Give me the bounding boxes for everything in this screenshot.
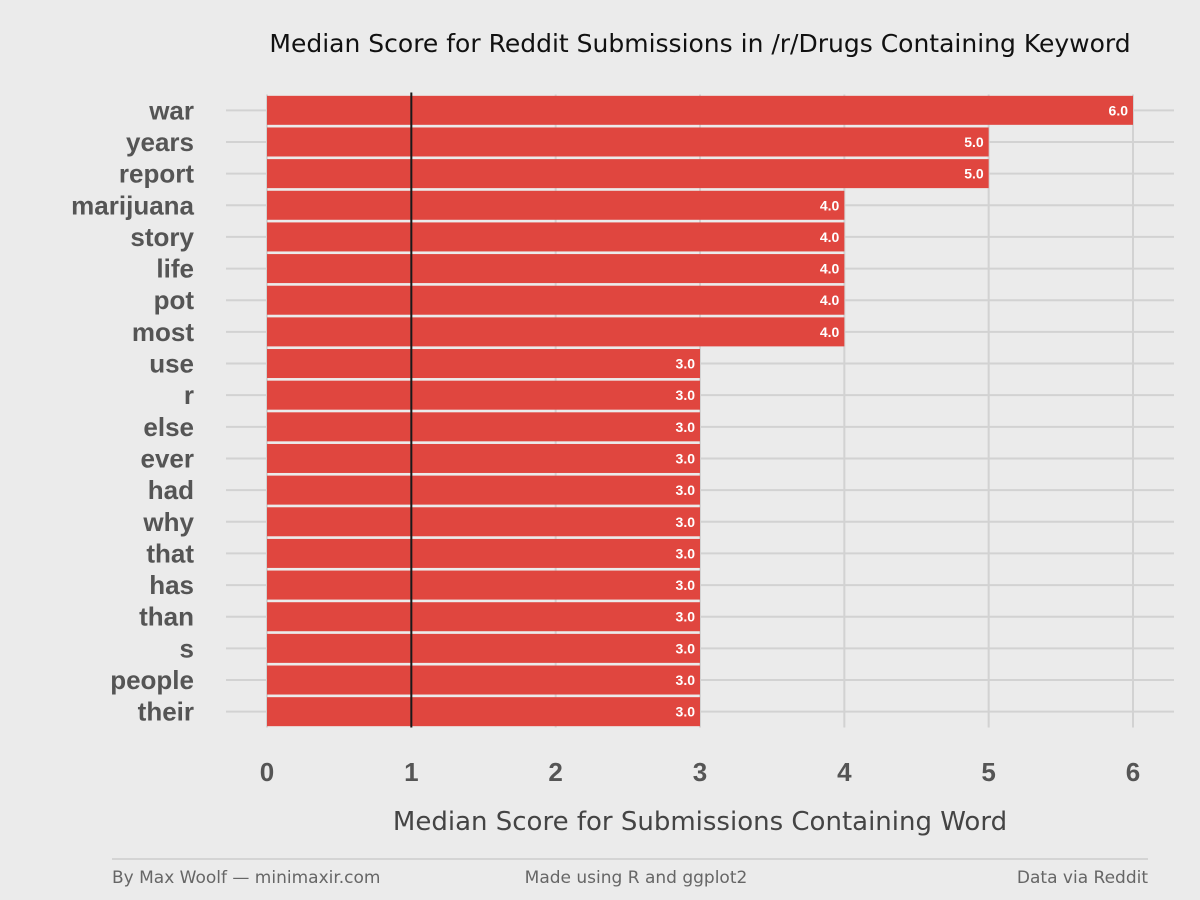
bar-that	[267, 538, 700, 568]
category-label: s	[180, 633, 194, 663]
bar-value-label: 5.0	[964, 166, 984, 182]
category-label: marijuana	[71, 190, 194, 220]
bar-than	[267, 602, 700, 632]
category-label: people	[110, 665, 194, 695]
bar-value-label: 3.0	[676, 640, 696, 656]
x-tick-label: 4	[837, 757, 852, 787]
bar-value-label: 5.0	[964, 134, 984, 150]
bar-war	[267, 95, 1133, 125]
bar-value-label: 3.0	[676, 704, 696, 720]
bar-value-label: 4.0	[820, 229, 840, 245]
category-label: life	[156, 254, 194, 284]
x-tick-label: 3	[693, 757, 707, 787]
bar-use	[267, 349, 700, 379]
bar-ever	[267, 443, 700, 473]
category-label: use	[149, 349, 194, 379]
category-labels: waryearsreportmarijuanastorylifepotmostu…	[71, 95, 194, 726]
category-label: war	[148, 95, 194, 125]
bar-value-label: 3.0	[676, 545, 696, 561]
category-label: story	[130, 222, 194, 252]
category-label: had	[148, 475, 194, 505]
grid-lines	[226, 94, 1174, 728]
footer-credit: By Max Woolf — minimaxir.com	[112, 868, 381, 888]
bar-report	[267, 159, 989, 189]
bar-their	[267, 697, 700, 727]
bar-people	[267, 665, 700, 695]
bar-value-label: 4.0	[820, 197, 840, 213]
category-label: most	[132, 317, 194, 347]
category-label: than	[139, 602, 194, 632]
bar-story	[267, 222, 845, 252]
bar-else	[267, 412, 700, 442]
category-label: why	[142, 507, 194, 537]
x-axis-label: Median Score for Submissions Containing …	[393, 807, 1007, 837]
x-tick-label: 1	[404, 757, 418, 787]
bar-had	[267, 475, 700, 505]
bar-value-label: 3.0	[676, 419, 696, 435]
x-tick-label: 0	[260, 757, 274, 787]
bar-marijuana	[267, 190, 845, 220]
bar-value-label: 3.0	[676, 482, 696, 498]
bar-value-label: 3.0	[676, 609, 696, 625]
category-label: pot	[154, 285, 195, 315]
category-label: has	[149, 570, 194, 600]
bar-value-label: 3.0	[676, 514, 696, 530]
bar-value-label: 3.0	[676, 672, 696, 688]
x-tick-label: 6	[1126, 757, 1140, 787]
bar-most	[267, 317, 845, 347]
category-label: r	[184, 380, 194, 410]
category-label: years	[126, 127, 194, 157]
x-tick-labels: 0 1 2 3 4 5 6	[260, 757, 1140, 787]
chart-title: Median Score for Reddit Submissions in /…	[269, 29, 1130, 58]
bar-value-label: 3.0	[676, 450, 696, 466]
bar-value-label: 4.0	[820, 324, 840, 340]
category-label: ever	[141, 443, 195, 473]
x-tick-label: 5	[981, 757, 995, 787]
category-label: else	[143, 412, 194, 442]
footer-tools: Made using R and ggplot2	[525, 868, 748, 888]
bar-s	[267, 633, 700, 663]
category-label: their	[138, 697, 194, 727]
bar-value-label: 4.0	[820, 292, 840, 308]
bar-has	[267, 570, 700, 600]
bar-life	[267, 254, 845, 284]
bar-value-label: 3.0	[676, 577, 696, 593]
bar-years	[267, 127, 989, 157]
bar-value-label: 6.0	[1109, 102, 1129, 118]
category-label: that	[146, 538, 194, 568]
bars: 6.0 5.0 5.0 4.0 4.0 4.0 4.0 4.0 3.0 3.0 3.0 3.0 3.0 3…	[267, 95, 1133, 727]
bar-value-label: 3.0	[676, 356, 696, 372]
x-tick-label: 2	[548, 757, 562, 787]
bar-r	[267, 380, 700, 410]
category-label: report	[119, 159, 194, 189]
bar-why	[267, 507, 700, 537]
footer-source: Data via Reddit	[1017, 868, 1148, 888]
bar-value-label: 3.0	[676, 387, 696, 403]
bar-pot	[267, 285, 845, 315]
bar-value-label: 4.0	[820, 261, 840, 277]
